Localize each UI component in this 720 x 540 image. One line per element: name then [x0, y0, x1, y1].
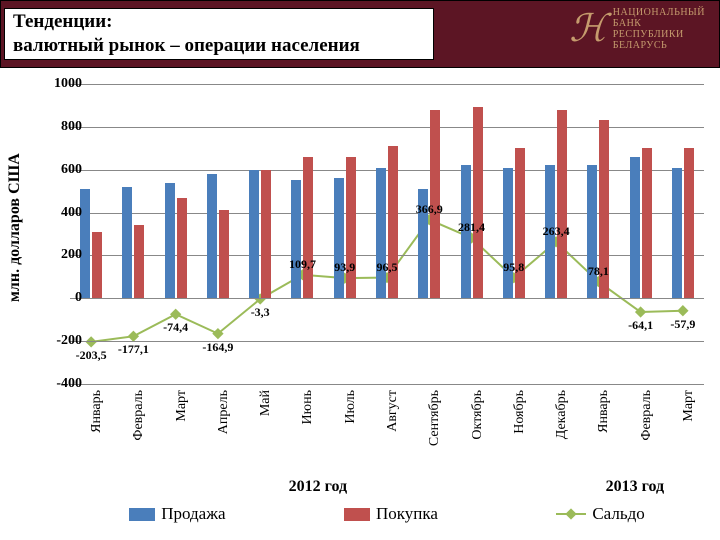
y-tick-label: -400 [42, 376, 82, 392]
bar-sales [207, 174, 217, 298]
bar-purchase [684, 148, 694, 298]
year-group-label: 2012 год [289, 478, 348, 496]
bar-purchase [92, 232, 102, 298]
y-tick-label: 0 [42, 290, 82, 306]
title-box: Тенденции: валютный рынок – операции нас… [4, 8, 434, 60]
legend-sales: Продажа [129, 504, 225, 524]
balance-value-label: 281,4 [458, 220, 485, 235]
bar-purchase [515, 148, 525, 298]
legend-label-purchase: Покупка [376, 504, 438, 524]
bar-sales [249, 170, 259, 299]
x-tick-label: Июль [343, 390, 359, 424]
title-line-1: Тенденции: [13, 10, 425, 34]
bar-sales [503, 168, 513, 299]
y-axis-label: млн. долларов США [6, 153, 24, 302]
balance-value-label: -57,9 [670, 317, 695, 332]
bar-purchase [303, 157, 313, 298]
bar-sales [165, 183, 175, 299]
x-tick-label: Апрель [216, 390, 232, 434]
plot-area: -203,5 -177,1 -74,4 -164,9 -3,3 109,7 93,9 96,5… [70, 84, 704, 385]
balance-value-label: 93,9 [334, 260, 355, 275]
bar-purchase [219, 210, 229, 298]
logo-glyph-icon: ℋ [569, 10, 607, 48]
x-axis-labels: Январь Февраль Март Апрель Май Июнь Июль Август… [70, 390, 704, 480]
bar-sales [376, 168, 386, 299]
x-tick-label: Ноябрь [512, 390, 528, 434]
balance-value-label: 96,5 [377, 260, 398, 275]
bar-purchase [557, 110, 567, 299]
legend-balance: Сальдо [556, 504, 644, 524]
bar-purchase [134, 225, 144, 298]
bar-purchase [261, 170, 271, 299]
x-tick-label: Октябрь [470, 390, 486, 440]
y-tick-label: -200 [42, 333, 82, 349]
legend-label-sales: Продажа [161, 504, 225, 524]
x-tick-label: Январь [89, 390, 105, 433]
balance-value-label: 109,7 [289, 257, 316, 272]
x-tick-label: Май [258, 390, 274, 416]
header-bar: Тенденции: валютный рынок – операции нас… [0, 0, 720, 68]
bar-sales [334, 178, 344, 298]
logo-text: НАЦИОНАЛЬНЫЙБАНКРЕСПУБЛИКИБЕЛАРУСЬ [613, 7, 705, 51]
balance-value-label: -164,9 [202, 340, 233, 355]
year-group-label: 2013 год [606, 478, 665, 496]
bar-sales [630, 157, 640, 298]
balance-value-label: 78,1 [588, 264, 609, 279]
x-tick-label: Февраль [639, 390, 655, 441]
bar-sales [672, 168, 682, 299]
x-tick-label: Сентябрь [427, 390, 443, 446]
bar-sales [291, 180, 301, 298]
bar-purchase [177, 198, 187, 299]
gridline [70, 84, 704, 85]
balance-value-label: -3,3 [251, 305, 270, 320]
balance-value-label: 95,8 [503, 260, 524, 275]
balance-value-label: 366,9 [416, 202, 443, 217]
currency-chart: млн. долларов США -203,5 -177,1 -74,4 -164,… [0, 72, 720, 540]
x-tick-label: Август [385, 390, 401, 432]
legend-swatch-balance-icon [556, 507, 586, 521]
legend-label-balance: Сальдо [592, 504, 644, 524]
y-tick-label: 800 [42, 119, 82, 135]
y-tick-label: 600 [42, 162, 82, 178]
gridline [70, 341, 704, 342]
y-tick-label: 200 [42, 247, 82, 263]
title-line-2: валютный рынок – операции населения [13, 34, 425, 58]
y-tick-label: 1000 [42, 76, 82, 92]
x-tick-label: Январь [596, 390, 612, 433]
bank-logo: ℋ НАЦИОНАЛЬНЫЙБАНКРЕСПУБЛИКИБЕЛАРУСЬ [569, 7, 705, 51]
bar-purchase [642, 148, 652, 298]
balance-value-label: -203,5 [76, 348, 107, 363]
y-tick-label: 400 [42, 205, 82, 221]
x-tick-label: Февраль [131, 390, 147, 441]
bar-purchase [473, 107, 483, 299]
bar-purchase [388, 146, 398, 298]
bar-purchase [346, 157, 356, 298]
legend-purchase: Покупка [344, 504, 438, 524]
balance-value-label: -74,4 [163, 320, 188, 335]
bar-sales [122, 187, 132, 298]
x-tick-label: Декабрь [554, 390, 570, 439]
gridline [70, 298, 704, 299]
legend-swatch-purchase-icon [344, 508, 370, 521]
legend: Продажа Покупка Сальдо [70, 504, 704, 524]
balance-value-label: -177,1 [118, 342, 149, 357]
balance-value-label: 263,4 [543, 224, 570, 239]
x-tick-label: Март [174, 390, 190, 422]
x-tick-label: Март [681, 390, 697, 422]
balance-value-label: -64,1 [628, 318, 653, 333]
legend-swatch-sales-icon [129, 508, 155, 521]
x-tick-label: Июнь [300, 390, 316, 424]
